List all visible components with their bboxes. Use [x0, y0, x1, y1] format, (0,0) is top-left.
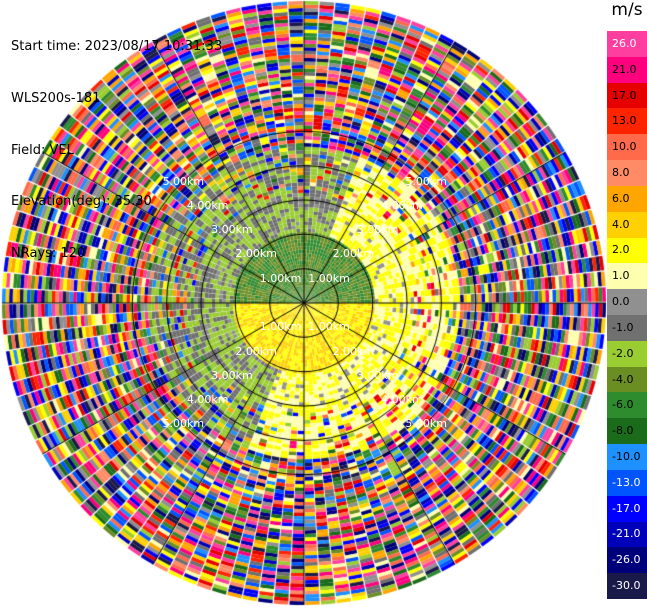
colorbar-tick-label: 13.0	[612, 114, 637, 128]
colorbar-swatch	[607, 263, 647, 290]
range-ring-label: 3.00km	[211, 368, 253, 382]
range-ring-label: 2.00km	[332, 344, 375, 358]
instrument-name: WLS200s-181	[11, 91, 101, 107]
colorbar-swatch	[607, 366, 647, 393]
range-ring-label: 3.00km	[356, 368, 399, 382]
colorbar-swatch	[607, 547, 647, 574]
colorbar-swatch	[607, 134, 647, 161]
colorbar-tick-label: 8.0	[612, 166, 630, 179]
range-ring-label: 2.00km	[235, 247, 277, 261]
colorbar-tick-label: -26.0	[612, 553, 641, 567]
range-ring-label: 4.00km	[381, 198, 423, 212]
colorbar-tick-label: -30.0	[612, 579, 641, 593]
colorbar-swatch	[607, 521, 647, 548]
range-ring-label: 3.00km	[211, 223, 253, 237]
range-ring-label: 1.00km	[308, 320, 350, 334]
colorbar-tick-label: 2.0	[612, 243, 630, 257]
colorbar-tick-label: -21.0	[612, 527, 641, 541]
colorbar-swatch	[607, 31, 647, 58]
colorbar-tick-label: -1.0	[612, 320, 634, 334]
field-name: Field: VEL	[11, 142, 74, 158]
range-ring-label: 5.00km	[162, 417, 205, 431]
colorbar-swatch	[607, 160, 647, 187]
range-ring-label: 1.00km	[308, 271, 350, 285]
range-ring-label: 4.00km	[186, 393, 229, 407]
colorbar-tick-label: -13.0	[612, 475, 641, 489]
range-ring-label: 4.00km	[381, 393, 423, 407]
colorbar-swatch	[607, 418, 647, 445]
range-ring-label: 5.00km	[405, 417, 447, 431]
range-ring-label: 1.00km	[259, 320, 302, 334]
colorbar-tick-label: -4.0	[612, 372, 634, 386]
colorbar-swatch	[607, 469, 647, 497]
colorbar-swatch	[607, 315, 647, 342]
colorbar-tick-label: 26.0	[612, 36, 637, 50]
colorbar-title: m/s	[611, 0, 643, 20]
colorbar-tick-label: -10.0	[612, 450, 641, 463]
range-ring-label: 5.00km	[162, 174, 205, 188]
range-ring-label: 2.00km	[235, 344, 277, 358]
range-ring-label: 2.00km	[332, 247, 375, 261]
colorbar-tick-label: 17.0	[612, 88, 637, 102]
start-time: Start time: 2023/08/17 10:31:33	[11, 39, 223, 55]
colorbar-swatch	[607, 108, 647, 135]
colorbar-swatch	[607, 211, 647, 239]
colorbar-swatch	[607, 495, 647, 523]
colorbar-tick-label: 6.0	[612, 191, 630, 205]
colorbar-tick-label: -8.0	[612, 424, 634, 438]
colorbar-swatch	[607, 237, 647, 264]
colorbar-tick-label: 10.0	[612, 140, 637, 154]
colorbar-swatch	[607, 56, 647, 84]
colorbar-swatch	[607, 392, 647, 419]
colorbar-tick-label: 4.0	[612, 217, 630, 231]
colorbar-swatch	[607, 82, 647, 109]
colorbar-tick-label: 21.0	[612, 62, 637, 76]
colorbar-swatch	[607, 444, 647, 471]
colorbar	[607, 31, 647, 600]
range-ring-label: 5.00km	[405, 174, 447, 188]
colorbar-tick-label: 1.0	[612, 269, 630, 283]
colorbar-tick-label: -17.0	[612, 501, 641, 515]
colorbar-swatch	[607, 185, 647, 213]
colorbar-tick-label: -6.0	[612, 398, 634, 412]
colorbar-swatch	[607, 340, 647, 368]
colorbar-swatch	[607, 289, 647, 316]
range-ring-label: 3.00km	[356, 223, 399, 237]
nrays: NRays: 120	[11, 245, 86, 261]
range-ring-label: 1.00km	[259, 271, 302, 285]
range-ring-label: 4.00km	[186, 198, 229, 212]
plot-info: Start time: 2023/08/17 10:31:33 WLS200s-…	[11, 4, 222, 279]
colorbar-tick-label: -2.0	[612, 346, 634, 360]
colorbar-swatch	[607, 573, 647, 600]
colorbar-tick-label: 0.0	[612, 295, 630, 309]
elevation: Elevation(deg): 35.30	[11, 194, 152, 210]
